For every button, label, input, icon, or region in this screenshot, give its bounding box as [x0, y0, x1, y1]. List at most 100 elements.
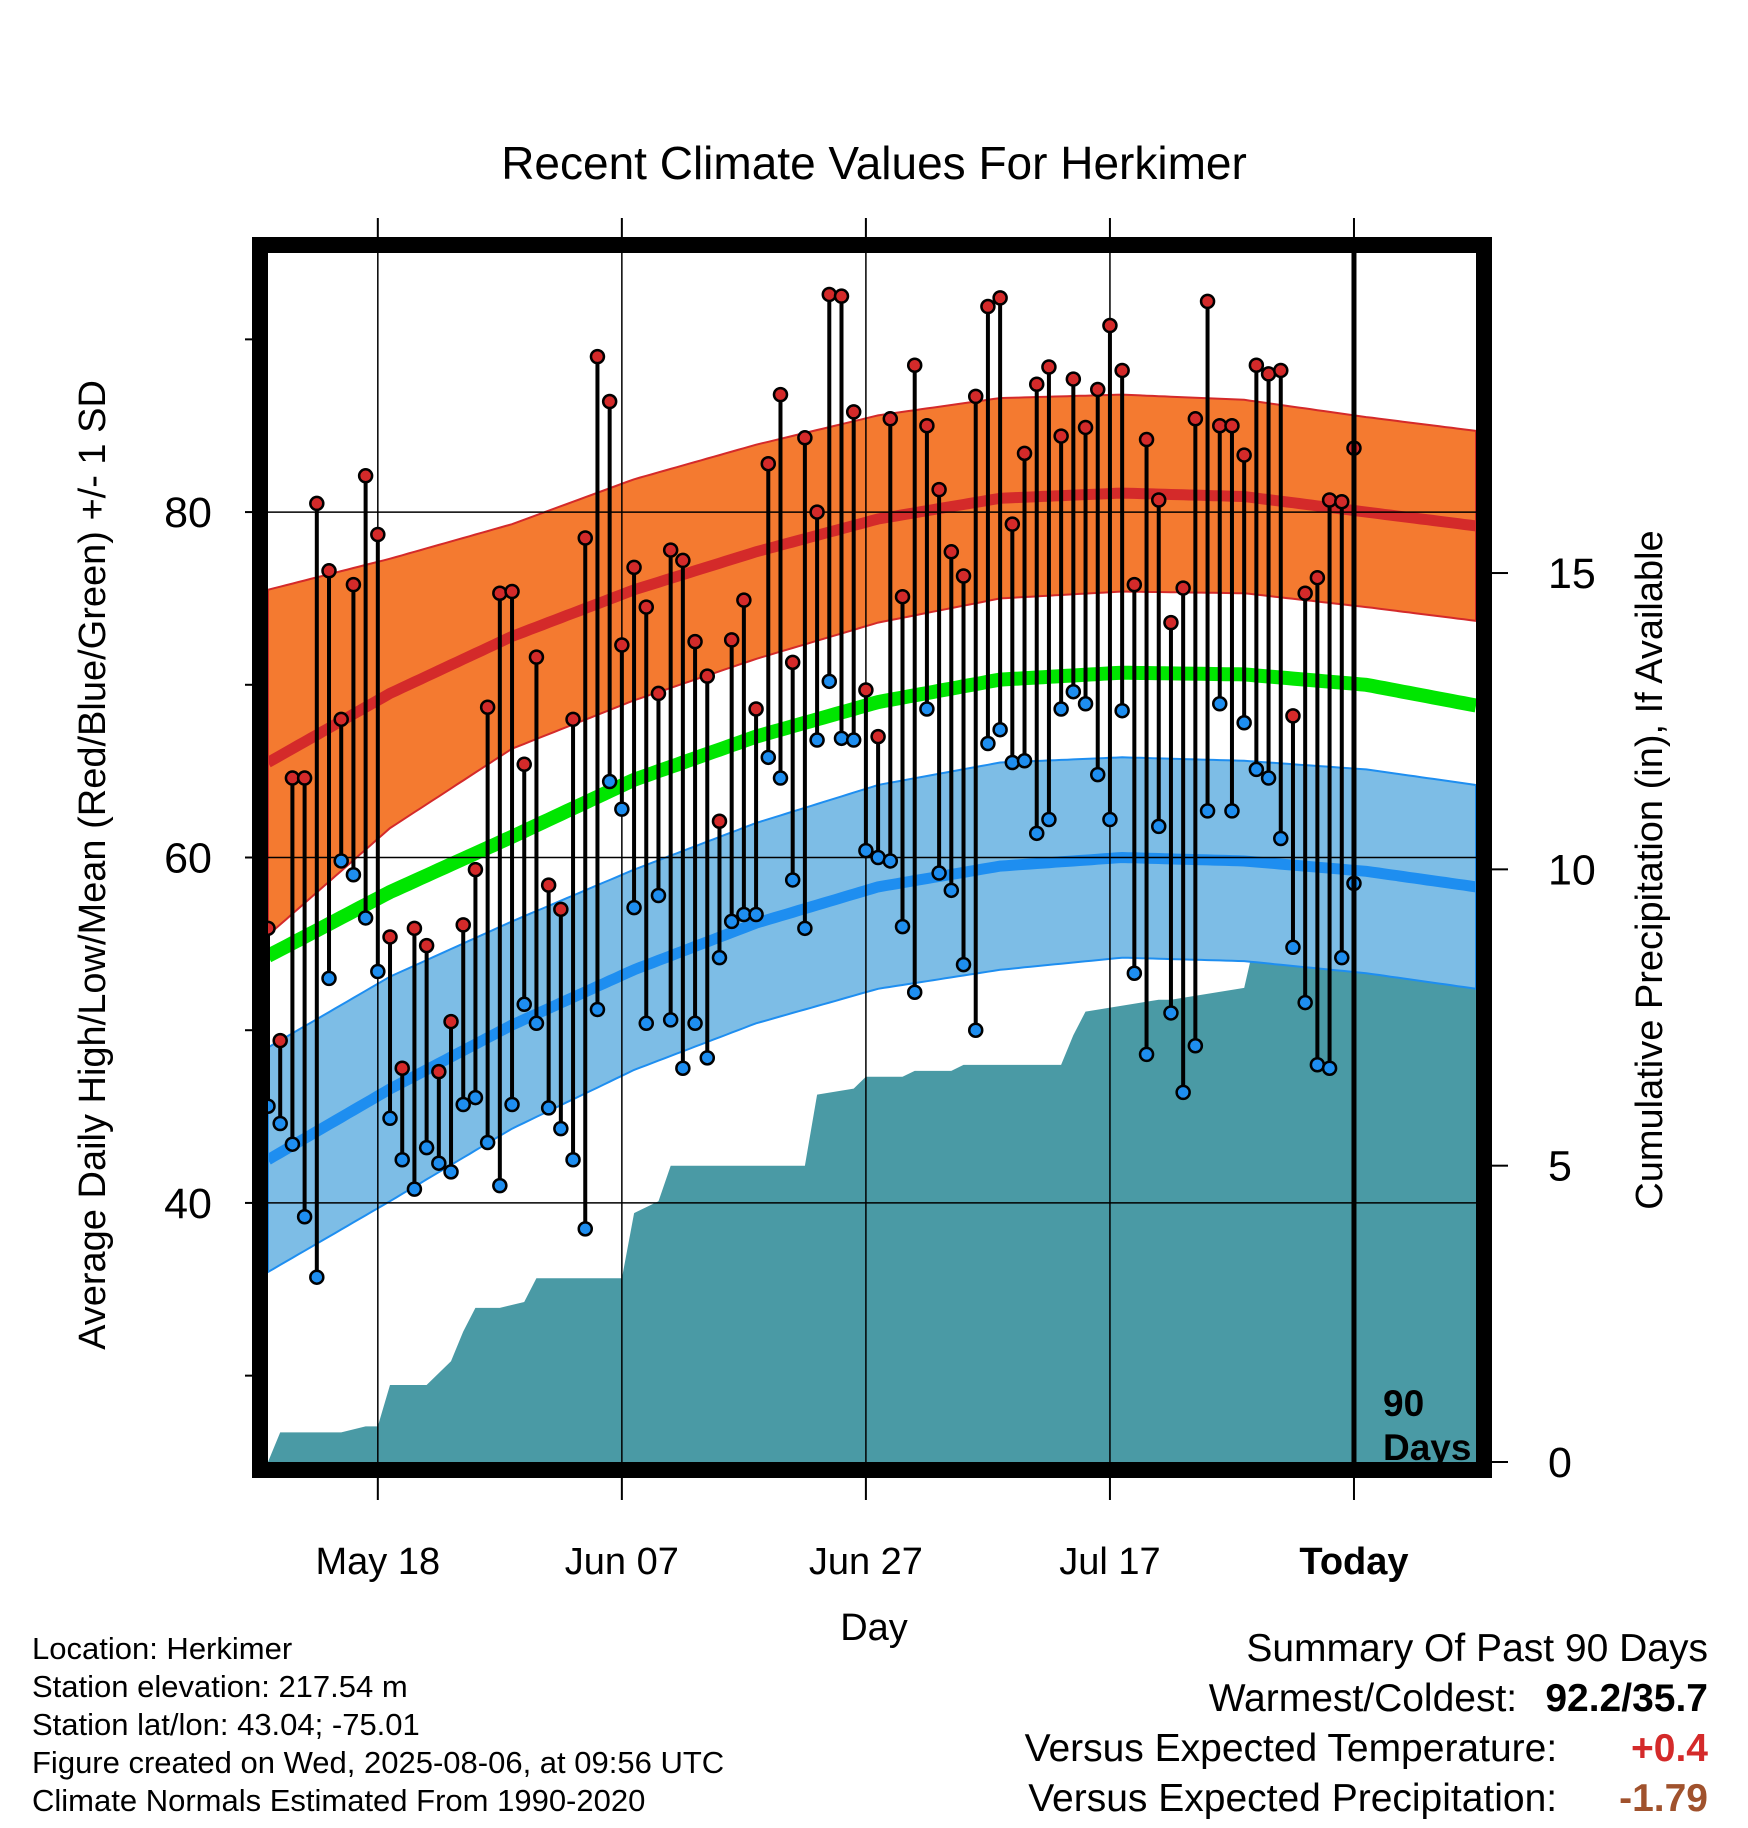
daily-high-point — [906, 357, 923, 374]
x-tick-label: Jun 07 — [565, 1541, 679, 1583]
daily-high-point — [992, 290, 1008, 306]
daily-high-point — [650, 685, 667, 702]
daily-high-point — [467, 861, 484, 878]
daily-low-point — [504, 1096, 520, 1113]
daily-low-point — [1212, 696, 1228, 712]
daily-low-point — [1065, 683, 1082, 700]
daily-high-point — [723, 632, 740, 648]
daily-low-point — [357, 910, 374, 926]
daily-high-point — [1138, 431, 1155, 448]
daily-low-point — [431, 1155, 447, 1171]
today-days-label: 90 — [1383, 1383, 1424, 1424]
temp-value: +0.4 — [1631, 1727, 1708, 1770]
daily-low-point — [1016, 753, 1033, 769]
daily-high-point — [601, 393, 618, 410]
daily-high-point — [1077, 419, 1094, 436]
daily-high-point — [492, 585, 508, 601]
daily-low-point — [662, 1012, 679, 1028]
daily-low-point — [296, 1208, 313, 1225]
warmest-value: 92.2/35.7 — [1545, 1677, 1708, 1720]
daily-low-point — [650, 887, 667, 904]
daily-high-point — [1163, 614, 1179, 631]
daily-low-point — [748, 906, 764, 923]
x-tick-label: Today — [1299, 1541, 1408, 1583]
y-axis-label: Average Daily High/Low/Mean (Red/Blue/Gr… — [72, 380, 114, 1350]
y-tick-label: 80 — [164, 489, 212, 537]
daily-high-point — [540, 877, 557, 893]
daily-low-point — [882, 853, 899, 869]
daily-low-point — [955, 956, 972, 973]
daily-low-point — [309, 1269, 325, 1285]
daily-high-point — [370, 526, 386, 543]
temp-row: Versus Expected Temperature: +0.4 — [1025, 1724, 1708, 1774]
summary-panel: Summary Of Past 90 Days Warmest/Coldest:… — [1025, 1624, 1708, 1824]
daily-low-point — [321, 970, 337, 987]
daily-low-point — [272, 1115, 288, 1132]
daily-low-point — [1248, 761, 1265, 778]
daily-low-point — [638, 1015, 655, 1032]
daily-low-point — [797, 920, 813, 937]
latlon-text: Station lat/lon: 43.04; -75.01 — [32, 1707, 420, 1742]
daily-low-point — [1004, 754, 1021, 771]
daily-low-point — [711, 949, 728, 966]
daily-low-point — [943, 882, 960, 899]
daily-high-point — [894, 588, 911, 605]
daily-high-point — [662, 542, 679, 558]
daily-high-point — [443, 1013, 459, 1030]
daily-high-point — [1089, 381, 1106, 398]
daily-high-point — [431, 1063, 447, 1080]
normal-mean-line — [264, 665, 1478, 963]
daily-low-point — [1041, 811, 1057, 828]
daily-low-point — [528, 1015, 545, 1032]
precip-value: -1.79 — [1619, 1777, 1708, 1820]
plot-frame — [252, 237, 1492, 1478]
daily-low-point — [784, 872, 801, 888]
x-axis-label: Day — [840, 1607, 908, 1649]
daily-high-point — [296, 770, 313, 786]
normals-text: Climate Normals Estimated From 1990-2020 — [32, 1783, 646, 1818]
created-text: Figure created on Wed, 2025-08-06, at 09… — [32, 1745, 725, 1780]
daily-low-point — [1260, 770, 1277, 786]
daily-high-point — [919, 417, 935, 434]
precip-label: Versus Expected Precipitation: — [1028, 1777, 1558, 1820]
daily-low-point — [1199, 803, 1216, 819]
daily-low-point — [1102, 811, 1118, 828]
daily-high-point — [1187, 411, 1204, 427]
daily-low-point — [516, 996, 532, 1013]
daily-high-point — [1248, 357, 1265, 374]
chart-title: Recent Climate Values For Herkimer — [501, 137, 1247, 189]
daily-high-point — [882, 411, 899, 427]
elevation-text: Station elevation: 217.54 m — [32, 1669, 408, 1704]
daily-low-point — [931, 865, 947, 881]
daily-high-point — [1041, 359, 1057, 375]
y2-tick-label: 15 — [1548, 550, 1596, 598]
daily-low-point — [455, 1096, 471, 1113]
precip-row: Versus Expected Precipitation: -1.79 — [1025, 1774, 1708, 1824]
x-tick-label: Jun 27 — [809, 1541, 923, 1583]
daily-low-point — [1175, 1084, 1191, 1101]
daily-low-point — [467, 1089, 484, 1106]
low-sd-band — [268, 756, 1476, 1274]
summary-heading: Summary Of Past 90 Days — [1246, 1627, 1708, 1670]
daily-low-point — [967, 1022, 984, 1038]
daily-low-point — [492, 1177, 508, 1194]
daily-high-point — [1016, 445, 1033, 462]
daily-low-point — [760, 749, 777, 766]
daily-high-point — [272, 1032, 288, 1049]
y2-tick-label: 10 — [1548, 846, 1596, 894]
daily-high-point — [1273, 362, 1289, 379]
daily-high-point — [845, 404, 862, 420]
daily-low-point — [1285, 939, 1301, 956]
daily-high-point — [321, 563, 337, 579]
daily-high-point — [699, 668, 716, 684]
daily-high-point — [675, 552, 691, 569]
daily-high-point — [1309, 569, 1326, 586]
daily-high-point — [772, 386, 789, 403]
daily-high-point — [760, 455, 777, 472]
daily-low-point — [1163, 1005, 1179, 1021]
daily-low-point — [443, 1164, 459, 1180]
daily-low-point — [626, 899, 642, 916]
daily-high-point — [1150, 492, 1167, 508]
daily-high-point — [1236, 447, 1252, 463]
daily-high-point — [577, 530, 594, 546]
